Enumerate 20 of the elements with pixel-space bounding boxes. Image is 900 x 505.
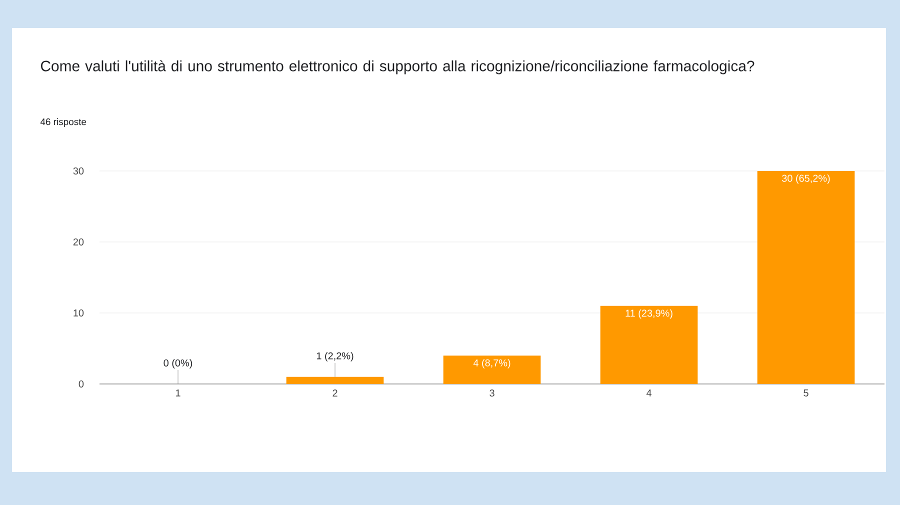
- data-label: 0 (0%): [164, 359, 192, 368]
- x-tick-label: 4: [646, 390, 652, 396]
- y-tick-label: 20: [73, 238, 84, 246]
- x-tick-label: 1: [176, 390, 180, 396]
- y-tick-label: 30: [73, 167, 84, 175]
- bar: [443, 356, 541, 384]
- chart-subtitle: 46 risposte: [40, 118, 86, 128]
- x-tick-label: 3: [490, 390, 494, 397]
- bar: [600, 306, 698, 384]
- x-tick-label: 5: [804, 390, 808, 396]
- y-tick-label: 0: [78, 380, 84, 388]
- chart-title: Come valuti l'utilità di uno strumento elettronico di supporto alla ricognizione/riconciliazione farmacologica?: [40, 60, 754, 74]
- x-tick-label: 2: [332, 390, 338, 396]
- data-label: 4 (8,7%): [473, 359, 510, 368]
- bar: [757, 170, 855, 384]
- y-tick-label: 10: [74, 309, 84, 317]
- data-label: 1 (2,2%): [316, 352, 354, 362]
- bar: [286, 376, 384, 384]
- data-label: 30 (65,2%): [782, 174, 830, 184]
- data-label: 11 (23,9%): [626, 309, 672, 319]
